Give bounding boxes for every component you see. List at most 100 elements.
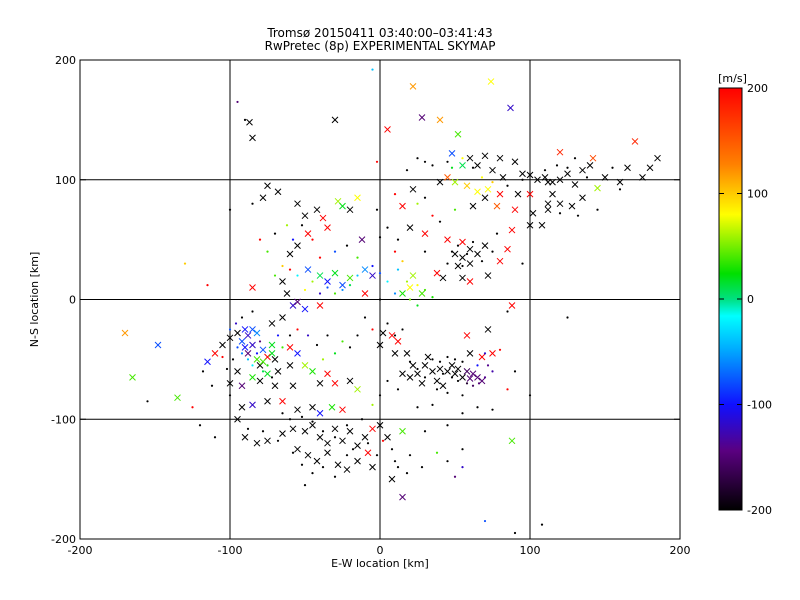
data-point-cross <box>294 350 301 357</box>
data-point-cross <box>388 475 396 483</box>
data-point-dot <box>416 202 419 205</box>
data-point-dot <box>513 370 517 373</box>
data-point-cross <box>454 262 462 270</box>
data-point-dot <box>491 370 494 373</box>
data-point-dot <box>281 264 284 268</box>
data-point-cross <box>259 194 267 202</box>
data-point-dot <box>315 343 319 347</box>
data-point-cross <box>274 188 282 196</box>
data-point-cross <box>586 162 594 169</box>
data-point-dot <box>513 531 517 535</box>
data-point-cross <box>286 344 294 351</box>
data-point-cross <box>316 272 324 279</box>
data-point-dot <box>345 454 349 457</box>
data-point-dot <box>300 224 304 227</box>
data-point-dot <box>228 328 232 331</box>
data-point-dot <box>261 430 265 433</box>
data-point-dot <box>450 376 454 379</box>
y-tick-label: 100 <box>55 174 76 187</box>
data-point-cross <box>418 379 426 387</box>
data-point-cross <box>424 353 432 361</box>
data-point-dot <box>258 340 262 343</box>
data-point-cross <box>514 190 522 198</box>
data-point-dot <box>326 286 329 289</box>
data-point-dot <box>234 322 238 325</box>
data-point-cross <box>354 457 361 465</box>
data-point-dot <box>555 164 559 167</box>
data-point-cross <box>399 493 406 501</box>
data-point-dot <box>461 264 464 268</box>
data-point-dot <box>618 188 622 191</box>
data-point-cross <box>379 329 387 337</box>
data-point-dot <box>240 316 244 319</box>
data-point-cross <box>478 353 486 361</box>
y-tick-label: 200 <box>55 54 76 67</box>
data-point-dot <box>476 364 479 367</box>
data-point-cross <box>436 365 444 373</box>
data-point-cross <box>294 200 301 208</box>
data-point-dot <box>416 406 419 409</box>
data-point-dot <box>291 451 295 454</box>
data-point-cross <box>538 221 546 229</box>
data-point-cross <box>234 367 241 375</box>
data-point-cross <box>466 278 474 285</box>
data-point-dot <box>456 379 460 383</box>
data-point-cross <box>534 176 541 184</box>
data-point-cross <box>346 206 354 214</box>
data-point-dot <box>573 157 577 160</box>
data-point-dot <box>461 394 464 397</box>
colorbar-tick-label: 0 <box>747 293 754 306</box>
data-point-dot <box>456 244 460 247</box>
data-point-cross <box>556 176 564 184</box>
data-point-cross <box>469 370 477 378</box>
data-point-cross <box>279 314 286 321</box>
data-point-cross <box>309 421 316 429</box>
data-point-cross <box>474 188 481 196</box>
data-point-cross <box>493 202 501 210</box>
data-point-cross <box>264 397 271 405</box>
data-point-dot <box>221 355 224 359</box>
data-point-dot <box>423 250 427 253</box>
data-point-dot <box>576 214 580 217</box>
data-point-dot <box>423 430 427 433</box>
data-point-cross <box>399 427 406 435</box>
data-point-cross <box>406 373 414 381</box>
data-point-cross <box>279 397 286 405</box>
data-point-cross <box>324 439 331 447</box>
data-point-cross <box>234 415 241 423</box>
data-point-cross <box>354 385 361 393</box>
data-point-cross <box>361 433 369 441</box>
data-point-dot <box>378 236 382 239</box>
data-point-dot <box>543 169 547 172</box>
data-point-dot <box>306 334 310 337</box>
data-point-cross <box>481 242 489 249</box>
data-point-cross <box>129 373 136 381</box>
data-point-dot <box>423 196 427 199</box>
data-point-dot <box>288 418 292 421</box>
data-point-dot <box>251 202 254 205</box>
data-point-cross <box>444 367 451 375</box>
data-point-dot <box>461 360 464 363</box>
data-point-cross <box>484 185 492 193</box>
data-point-dot <box>420 466 424 469</box>
data-point-cross <box>463 332 471 339</box>
data-point-dot <box>300 463 304 466</box>
x-tick-label: 0 <box>377 544 384 557</box>
data-point-dot <box>416 367 419 371</box>
data-point-dot <box>311 472 314 475</box>
data-point-cross <box>369 272 376 279</box>
data-point-dot <box>321 430 325 433</box>
data-point-cross <box>279 430 286 437</box>
data-point-cross <box>474 162 481 169</box>
data-point-dot <box>240 352 244 355</box>
data-point-dot <box>393 292 397 295</box>
data-point-dot <box>495 232 499 235</box>
data-point-dot <box>311 420 314 423</box>
data-point-cross <box>544 178 552 186</box>
data-point-cross <box>433 269 441 277</box>
data-point-cross <box>459 274 466 282</box>
data-point-dot <box>566 316 569 319</box>
data-point-cross <box>639 174 646 181</box>
data-point-cross <box>324 224 331 232</box>
data-point-dot <box>528 394 532 397</box>
